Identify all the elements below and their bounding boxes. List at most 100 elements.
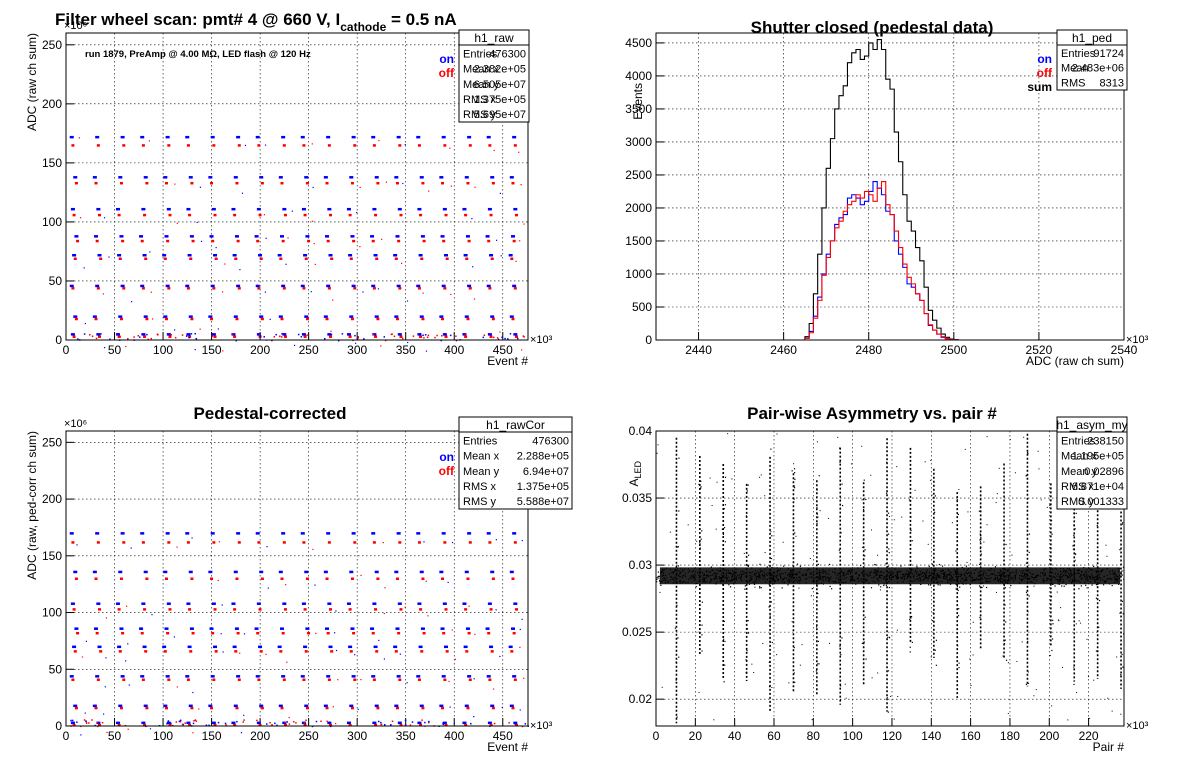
point [1028, 551, 1030, 553]
point-off [118, 650, 122, 653]
point [701, 624, 703, 626]
point-off [280, 317, 284, 321]
point-on [346, 602, 351, 605]
point-transition [332, 299, 334, 301]
point-off [325, 577, 329, 580]
point-off [235, 181, 239, 185]
point-on [118, 315, 123, 318]
point-off [417, 144, 421, 147]
x-tick-label: 2500 [940, 343, 967, 357]
point-off [417, 541, 421, 544]
point-off [188, 213, 192, 217]
point-transition [521, 539, 523, 542]
point-outlier [1086, 638, 1088, 640]
point-on [210, 284, 215, 288]
point-off [236, 631, 240, 635]
point [979, 539, 981, 541]
point-baseline [455, 335, 457, 337]
point-off [168, 608, 172, 611]
point-on [372, 207, 377, 211]
point-off [280, 706, 284, 710]
point [965, 565, 968, 567]
point [698, 483, 700, 485]
point-outlier [861, 499, 863, 501]
point-off [353, 541, 357, 544]
point-baseline [424, 334, 427, 336]
point-outlier [949, 583, 951, 585]
point-transition [84, 712, 86, 714]
x-tick-label: 450 [493, 729, 513, 743]
point-off [186, 541, 190, 544]
point [1073, 572, 1075, 574]
point [1002, 655, 1004, 657]
point-baseline [377, 720, 380, 723]
point-on [279, 235, 284, 238]
point-baseline [181, 723, 184, 726]
point-off [236, 239, 240, 243]
point-transition [108, 256, 110, 258]
point-on [96, 602, 101, 605]
point-baseline [384, 339, 387, 342]
point-baseline [493, 336, 495, 339]
point-off [398, 678, 402, 681]
point [676, 568, 679, 570]
point [910, 616, 913, 618]
point [957, 589, 959, 592]
point-on [394, 315, 399, 318]
point-outlier [799, 664, 801, 666]
point [1025, 683, 1027, 685]
point-baseline [279, 335, 281, 337]
x-tick-label: 2440 [685, 343, 712, 357]
point-outlier [979, 541, 981, 543]
point-on [395, 235, 400, 238]
point [920, 583, 922, 586]
point-off [168, 213, 172, 217]
point-transition [399, 653, 401, 655]
point-on [185, 135, 190, 139]
point [874, 563, 876, 566]
point-off [348, 608, 352, 611]
point-transition [217, 328, 219, 330]
point [1027, 682, 1029, 685]
point-transition [288, 716, 290, 719]
point [768, 686, 771, 688]
x-tick-label: 350 [396, 729, 416, 743]
point-off [302, 144, 306, 147]
point-baseline [449, 334, 452, 337]
point-transition [377, 288, 380, 290]
point [676, 716, 678, 718]
point-transition [264, 291, 267, 293]
point-off [281, 239, 285, 243]
point-on [419, 315, 424, 318]
point [660, 584, 662, 586]
point [657, 576, 659, 578]
point-off [212, 678, 216, 681]
point-outlier [927, 543, 929, 545]
point-on [396, 135, 401, 139]
point-off [376, 706, 380, 710]
point-transition [315, 632, 317, 635]
point-outlier [983, 541, 985, 543]
point-off [141, 541, 145, 544]
point-baseline [101, 721, 104, 724]
plot-frame [655, 430, 1125, 727]
point-on [255, 675, 260, 678]
point [701, 601, 703, 603]
point-on [372, 602, 377, 605]
point-on [512, 675, 517, 678]
point-off [99, 650, 103, 653]
point-outlier [795, 535, 797, 537]
point-off [327, 541, 331, 544]
stats-value: 2.483e+06 [1072, 63, 1124, 75]
point-outlier [801, 644, 803, 646]
point-baseline [409, 724, 412, 726]
point-outlier [703, 580, 705, 582]
point-outlier [1016, 660, 1018, 662]
point-transition [523, 677, 525, 679]
point-baseline [440, 339, 442, 342]
y-tick-label: 2000 [625, 201, 652, 215]
point-on [115, 602, 120, 605]
point [817, 640, 820, 643]
point-on [393, 253, 398, 257]
point-off [166, 631, 170, 635]
